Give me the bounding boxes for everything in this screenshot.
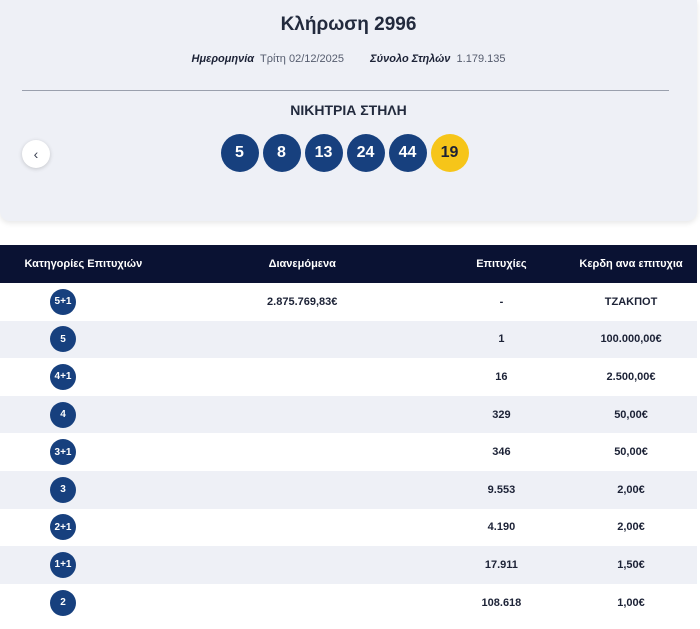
prize-cell: 50,00€ xyxy=(614,408,648,421)
joker-ball: 19 xyxy=(430,134,469,172)
category-badge: 4+1 xyxy=(50,363,76,390)
distributed-cell: 2.875.769,83€ xyxy=(267,295,338,308)
table-row: 2+1 4.190 2,00€ xyxy=(0,508,697,547)
prize-cell: 2,00€ xyxy=(617,483,645,496)
table-row: 5+1 2.875.769,83€ - ΤΖΑΚΠΟΤ xyxy=(0,283,697,321)
category-badge: 4 xyxy=(50,401,76,428)
category-badge: 3+1 xyxy=(50,439,76,466)
category-badge: 2 xyxy=(50,589,76,616)
date-label: Ημερομηνία xyxy=(191,53,255,65)
table-row: 3+1 346 50,00€ xyxy=(0,433,697,471)
chevron-left-icon: ‹ xyxy=(33,146,39,162)
winners-cell: 108.618 xyxy=(481,596,522,609)
winners-cell: 9.553 xyxy=(487,483,516,496)
number-ball: 44 xyxy=(388,134,427,172)
winners-cell: 17.911 xyxy=(484,558,518,571)
winners-cell: 1 xyxy=(498,333,505,346)
header-distributed: Διανεμόμενα xyxy=(268,258,336,270)
divider xyxy=(22,90,669,91)
category-badge: 3 xyxy=(50,476,76,503)
prize-cell: 1,50€ xyxy=(617,558,645,571)
header-winners: Επιτυχίες xyxy=(476,258,527,270)
table-header-row: Κατηγορίες Επιτυχιών Διανεμόμενα Επιτυχί… xyxy=(0,245,697,283)
draw-meta: Ημερομηνία Τρίτη 02/12/2025 Σύνολο Στηλώ… xyxy=(0,53,697,65)
prize-cell: 1,00€ xyxy=(617,596,645,609)
prize-cell: 2.500,00€ xyxy=(606,370,656,383)
distributed-cell xyxy=(167,509,438,547)
category-badge: 5+1 xyxy=(50,288,76,315)
distributed-cell xyxy=(167,584,438,622)
prize-cell: 2,00€ xyxy=(617,521,645,534)
distributed-cell xyxy=(167,358,438,396)
winners-cell: 16 xyxy=(495,370,508,383)
number-ball: 13 xyxy=(304,134,343,172)
table-row: 5 1 100.000,00€ xyxy=(0,320,697,359)
winning-column-label: ΝΙΚΗΤΡΙΑ ΣΤΗΛΗ xyxy=(290,102,407,118)
winners-cell: 329 xyxy=(492,408,511,421)
columns-value: 1.179.135 xyxy=(456,53,506,65)
draw-title: Κλήρωση 2996 xyxy=(280,14,417,35)
distributed-cell xyxy=(167,321,438,359)
header-prize: Κερδη ανα επιτυχια xyxy=(579,258,683,270)
previous-draw-button[interactable]: ‹ xyxy=(22,140,50,168)
category-badge: 2+1 xyxy=(50,514,76,541)
table-row: 2 108.618 1,00€ xyxy=(0,583,697,622)
category-badge: 1+1 xyxy=(50,551,76,578)
table-row: 4 329 50,00€ xyxy=(0,395,697,434)
prize-cell: ΤΖΑΚΠΟΤ xyxy=(604,295,658,308)
draw-card: Κλήρωση 2996 Ημερομηνία Τρίτη 02/12/2025… xyxy=(0,0,697,221)
distributed-cell xyxy=(167,433,438,471)
number-ball: 8 xyxy=(262,134,301,172)
prize-table: Κατηγορίες Επιτυχιών Διανεμόμενα Επιτυχί… xyxy=(0,245,697,622)
distributed-cell xyxy=(167,396,438,434)
winners-cell: 4.190 xyxy=(487,521,516,534)
header-categories: Κατηγορίες Επιτυχιών xyxy=(24,258,143,270)
distributed-cell xyxy=(167,471,438,509)
date-value: Τρίτη 02/12/2025 xyxy=(260,53,345,65)
prize-cell: 100.000,00€ xyxy=(600,333,662,346)
winners-cell: 346 xyxy=(492,446,511,459)
winning-numbers: 5 8 13 24 44 19 xyxy=(0,134,689,172)
columns-label: Σύνολο Στηλών xyxy=(370,53,451,65)
number-ball: 24 xyxy=(346,134,385,172)
table-row: 3 9.553 2,00€ xyxy=(0,470,697,509)
distributed-cell xyxy=(167,546,438,584)
table-row: 4+1 16 2.500,00€ xyxy=(0,358,697,396)
winners-cell: - xyxy=(499,295,504,308)
category-badge: 5 xyxy=(50,326,76,353)
table-row: 1+1 17.911 1,50€ xyxy=(0,546,697,584)
number-ball: 5 xyxy=(220,134,259,172)
prize-cell: 50,00€ xyxy=(614,446,648,459)
